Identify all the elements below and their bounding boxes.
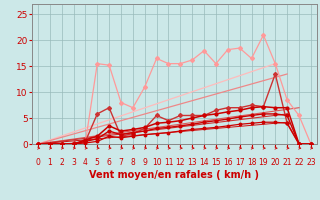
- X-axis label: Vent moyen/en rafales ( km/h ): Vent moyen/en rafales ( km/h ): [89, 170, 260, 180]
